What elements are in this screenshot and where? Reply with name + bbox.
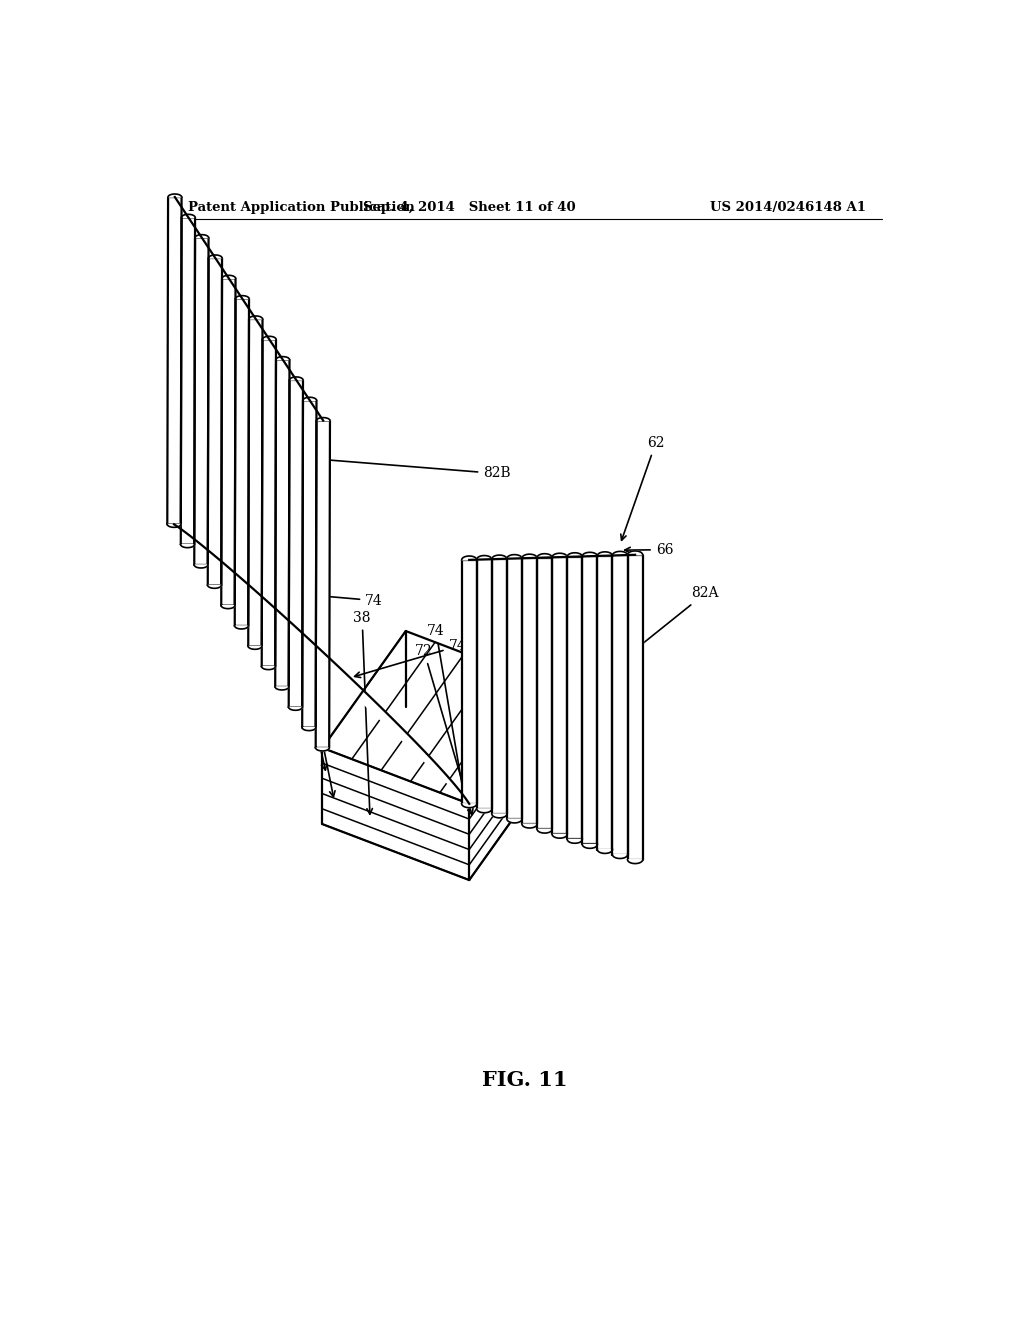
Polygon shape <box>262 337 276 339</box>
Polygon shape <box>248 319 262 647</box>
Polygon shape <box>222 276 236 279</box>
Polygon shape <box>181 545 195 548</box>
Polygon shape <box>234 626 248 628</box>
Polygon shape <box>597 556 612 850</box>
Text: 72: 72 <box>265 535 327 770</box>
Text: 44: 44 <box>284 583 335 797</box>
Polygon shape <box>477 560 492 809</box>
Polygon shape <box>249 315 262 319</box>
Polygon shape <box>209 255 222 257</box>
Polygon shape <box>492 556 507 558</box>
Text: 58: 58 <box>265 515 327 748</box>
Polygon shape <box>316 417 330 421</box>
Polygon shape <box>181 214 195 218</box>
Polygon shape <box>323 631 553 804</box>
Polygon shape <box>303 397 316 400</box>
Text: 38: 38 <box>353 611 373 814</box>
Polygon shape <box>302 400 316 727</box>
Polygon shape <box>181 218 195 545</box>
Polygon shape <box>469 686 553 880</box>
Polygon shape <box>628 859 643 863</box>
Text: 74: 74 <box>354 639 466 677</box>
Polygon shape <box>315 421 330 748</box>
Polygon shape <box>221 279 236 606</box>
Polygon shape <box>195 565 208 568</box>
Polygon shape <box>462 556 477 560</box>
Polygon shape <box>167 197 181 524</box>
Polygon shape <box>323 748 469 880</box>
Polygon shape <box>538 553 552 557</box>
Polygon shape <box>492 558 507 814</box>
Polygon shape <box>567 840 583 843</box>
Text: 82A: 82A <box>594 586 719 682</box>
Polygon shape <box>567 553 583 557</box>
Text: 74: 74 <box>427 624 466 799</box>
Polygon shape <box>174 524 469 804</box>
Polygon shape <box>538 557 552 829</box>
Polygon shape <box>507 818 522 822</box>
Polygon shape <box>538 829 552 833</box>
Polygon shape <box>628 554 643 859</box>
Polygon shape <box>597 552 612 556</box>
Polygon shape <box>612 556 628 854</box>
Text: 74: 74 <box>259 589 383 607</box>
Polygon shape <box>262 339 276 667</box>
Polygon shape <box>612 552 628 556</box>
Polygon shape <box>552 553 567 557</box>
Polygon shape <box>522 554 538 558</box>
Text: 66: 66 <box>625 543 673 557</box>
Polygon shape <box>302 727 315 730</box>
Polygon shape <box>290 378 303 380</box>
Polygon shape <box>583 552 597 556</box>
Polygon shape <box>208 257 222 585</box>
Text: 72: 72 <box>415 644 473 814</box>
Text: FIG. 11: FIG. 11 <box>482 1071 567 1090</box>
Text: 82B: 82B <box>273 453 511 480</box>
Polygon shape <box>234 298 249 626</box>
Polygon shape <box>289 708 302 710</box>
Text: US 2014/0246148 A1: US 2014/0246148 A1 <box>710 201 866 214</box>
Polygon shape <box>168 194 181 197</box>
Text: 62: 62 <box>621 436 665 540</box>
Polygon shape <box>522 558 538 824</box>
Polygon shape <box>262 667 275 669</box>
Polygon shape <box>208 585 221 589</box>
Polygon shape <box>236 296 249 298</box>
Polygon shape <box>462 560 477 804</box>
Polygon shape <box>248 647 262 649</box>
Polygon shape <box>612 854 628 858</box>
Polygon shape <box>195 238 209 565</box>
Polygon shape <box>597 850 612 854</box>
Polygon shape <box>583 556 597 845</box>
Text: Sep. 4, 2014   Sheet 11 of 40: Sep. 4, 2014 Sheet 11 of 40 <box>362 201 575 214</box>
Polygon shape <box>583 845 597 849</box>
Polygon shape <box>492 814 507 818</box>
Polygon shape <box>462 804 477 808</box>
Polygon shape <box>275 359 290 686</box>
Polygon shape <box>477 556 492 560</box>
Polygon shape <box>276 356 290 359</box>
Polygon shape <box>507 558 522 818</box>
Polygon shape <box>552 557 567 834</box>
Polygon shape <box>195 235 209 238</box>
Polygon shape <box>315 748 329 751</box>
Text: Patent Application Publication: Patent Application Publication <box>187 201 415 214</box>
Polygon shape <box>289 380 303 708</box>
Polygon shape <box>477 809 492 813</box>
Polygon shape <box>507 554 522 558</box>
Polygon shape <box>522 824 538 828</box>
Polygon shape <box>167 524 181 527</box>
Polygon shape <box>221 606 234 609</box>
Polygon shape <box>552 834 567 838</box>
Polygon shape <box>275 686 289 690</box>
Polygon shape <box>567 557 583 840</box>
Polygon shape <box>628 550 643 554</box>
